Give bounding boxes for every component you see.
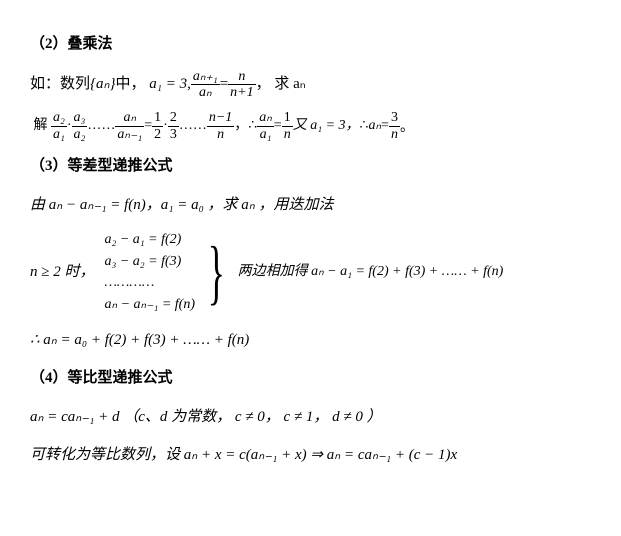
period: 。 <box>400 115 414 142</box>
sys-line: aₙ − aₙ₋₁ = f(n) <box>104 294 195 316</box>
frac: 1n <box>282 110 293 142</box>
section-4-transform: 可转化为等比数列，设 aₙ + x = c(aₙ₋₁ + x) ⇒ aₙ = c… <box>30 441 591 470</box>
sys-line: a₃ − a₂ = f(3) <box>104 251 195 273</box>
frac: aₙa₁ <box>257 110 274 142</box>
sys-line: ………… <box>104 272 195 294</box>
telescoping-system: n ≥ 2 时， a₂ − a₁ = f(2) a₃ − a₂ = f(3) …… <box>30 229 591 316</box>
frac: aₙaₙ₋₁ <box>115 110 144 142</box>
a1: a₁ = 3, <box>149 70 191 99</box>
section-3-premise: 由 aₙ − aₙ₋₁ = f(n)，a₁ = a₀ ，求 aₙ ，用迭加法 <box>30 191 591 220</box>
right-brace-icon: } <box>206 236 227 308</box>
n-ge-2: n ≥ 2 时， <box>30 258 94 287</box>
eq: = <box>274 113 282 140</box>
eq: = <box>381 113 389 140</box>
dots: …… <box>179 113 207 140</box>
section-3-title: （3）等差型递推公式 <box>30 152 591 181</box>
example-2-solution: 解 a₂a₁ · a₃a₂ …… aₙaₙ₋₁ = 12 · 23 …… n−1… <box>30 110 591 142</box>
section-4-formula: aₙ = caₙ₋₁ + d （c、d 为常数， c ≠ 0， c ≠ 1， d… <box>30 403 591 432</box>
dots: …… <box>87 113 115 140</box>
section-4-title: （4）等比型递推公式 <box>30 364 591 393</box>
frac: 3n <box>389 110 400 142</box>
sum-result: 两边相加得 aₙ − a₁ = f(2) + f(3) + …… + f(n) <box>238 259 504 286</box>
jie-label: 解 <box>34 113 48 140</box>
eq: = <box>144 113 152 140</box>
eq: = <box>220 70 228 99</box>
an: aₙ <box>368 113 381 140</box>
frac: nn+1 <box>228 69 255 101</box>
text: ， 求 aₙ <box>256 70 306 99</box>
sys-line: a₂ − a₁ = f(2) <box>104 229 195 251</box>
frac: a₃a₂ <box>72 110 88 142</box>
system-lines: a₂ − a₁ = f(2) a₃ − a₂ = f(3) ………… aₙ − … <box>94 229 195 316</box>
section-2-title: （2）叠乘法 <box>30 30 591 59</box>
section-3-conclusion: ∴ aₙ = a₀ + f(2) + f(3) + …… + f(n) <box>30 326 591 355</box>
example-2-problem: 如：数列 {aₙ} 中， a₁ = 3, aₙ₊₁aₙ = nn+1 ， 求 a… <box>30 69 591 101</box>
frac: 12 <box>152 110 163 142</box>
therefore: ∴ <box>360 113 369 140</box>
frac: a₂a₁ <box>51 110 67 142</box>
seq: {aₙ} <box>90 70 115 99</box>
text: 又 a₁ = 3， <box>293 113 360 140</box>
text: 如：数列 <box>30 70 90 99</box>
frac: aₙ₊₁aₙ <box>191 69 220 101</box>
text: 中， <box>116 70 146 99</box>
frac: 23 <box>168 110 179 142</box>
therefore: ∴ <box>248 113 257 140</box>
frac: n−1n <box>207 110 234 142</box>
